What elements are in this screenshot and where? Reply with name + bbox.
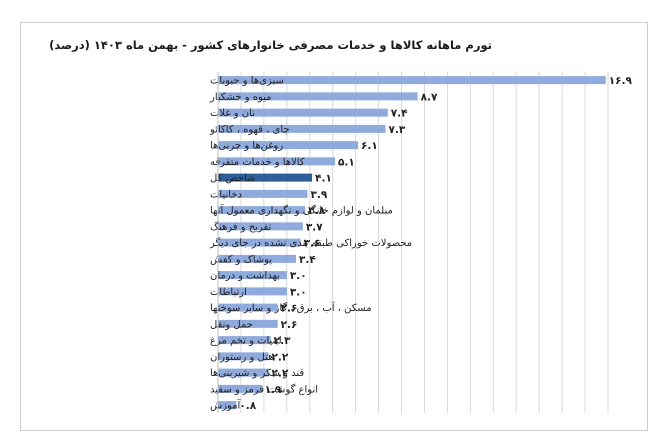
category-label: دخانیات — [210, 189, 242, 200]
data-label: ۷.۴ — [391, 108, 408, 120]
bar — [218, 157, 335, 166]
data-label: ۵.۱ — [338, 156, 355, 168]
data-label: ۷.۳ — [388, 124, 405, 136]
category-label: مبلمان و لوازم خانگی و نگهداری معمول آنه… — [210, 204, 393, 217]
bar — [218, 319, 278, 328]
bar — [218, 141, 358, 150]
category-label: سبزی‌ها و حبوبات — [210, 76, 284, 87]
chart-title: تورم ماهانه کالاها و خدمات مصرفی خانواره… — [49, 38, 492, 52]
data-label: ۳.۸ — [308, 205, 325, 217]
category-label: شاخص کل — [210, 173, 255, 184]
data-label: ۲.۳ — [274, 335, 291, 347]
category-label: لبنیات و تخم مرغ — [210, 336, 282, 347]
category-label: تفریح و فرهنگ — [210, 221, 272, 233]
category-label: بهداشت و درمان — [210, 271, 280, 282]
category-label: نان و غلات — [210, 108, 255, 119]
category-label: روغن‌ها و چربی‌ها — [210, 141, 283, 152]
bar — [218, 124, 386, 133]
data-label: ۳.۹ — [310, 189, 327, 201]
category-label: قند و شکر و شیرینی‌ها — [210, 368, 304, 379]
category-label: آموزش — [210, 399, 242, 412]
data-label: ۲.۲ — [271, 368, 288, 380]
bar — [218, 401, 237, 410]
bar — [218, 287, 287, 296]
category-label: مسکن ، آب ، برق ، گاز و سایر سوختها — [210, 301, 372, 314]
bar — [218, 189, 308, 198]
category-label: ارتباطات — [210, 287, 247, 298]
data-label: ۳.۶ — [304, 238, 321, 250]
data-label: ۳.۰ — [290, 270, 307, 282]
bar — [218, 368, 269, 377]
category-label: کالاها و خدمات متفرقه — [210, 157, 305, 168]
data-label: ۲.۶ — [281, 319, 298, 331]
bar — [218, 92, 418, 101]
bar — [218, 254, 296, 263]
bar — [218, 336, 271, 345]
bar — [218, 76, 606, 85]
data-label: ۳.۷ — [306, 221, 323, 233]
data-label: ۳.۴ — [299, 254, 316, 266]
data-label: ۶.۱ — [361, 140, 378, 152]
data-label: ۲.۲ — [271, 351, 288, 363]
bar — [218, 271, 287, 280]
category-label: چای ، قهوه ، کاکائو — [209, 124, 290, 135]
bar — [218, 206, 306, 215]
data-label: ۱۶.۹ — [609, 75, 633, 87]
bar — [218, 352, 269, 361]
bar — [218, 173, 313, 182]
bar — [218, 384, 262, 393]
bar — [218, 222, 303, 231]
category-label: محصولات خوراکی طبقه بندی نشده در جای دیگ… — [209, 237, 412, 249]
category-label: انواع گوشت قرمز و سفید — [210, 383, 318, 395]
category-label: هتل و رستوران — [210, 352, 273, 363]
category-label: میوه و خشکبار — [209, 92, 271, 103]
data-label: ۸.۷ — [421, 91, 438, 103]
bar — [218, 303, 278, 312]
category-label: حمل ونقل — [210, 319, 253, 330]
bar — [218, 108, 388, 117]
data-label: ۳.۰ — [290, 286, 307, 298]
data-label: ۱.۹ — [265, 384, 282, 396]
data-label: ۴.۱ — [315, 173, 332, 185]
data-label: ۲.۶ — [281, 303, 298, 315]
data-label: ۰.۸ — [239, 400, 256, 412]
bar — [218, 238, 301, 247]
category-label: پوشاک و کفش — [210, 254, 272, 265]
chart-frame — [20, 22, 648, 431]
